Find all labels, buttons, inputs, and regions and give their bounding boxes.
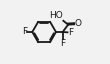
Text: F: F xyxy=(68,28,73,37)
Text: O: O xyxy=(74,20,82,28)
Text: F: F xyxy=(60,39,65,48)
Text: F: F xyxy=(22,28,27,36)
Text: HO: HO xyxy=(49,11,63,20)
